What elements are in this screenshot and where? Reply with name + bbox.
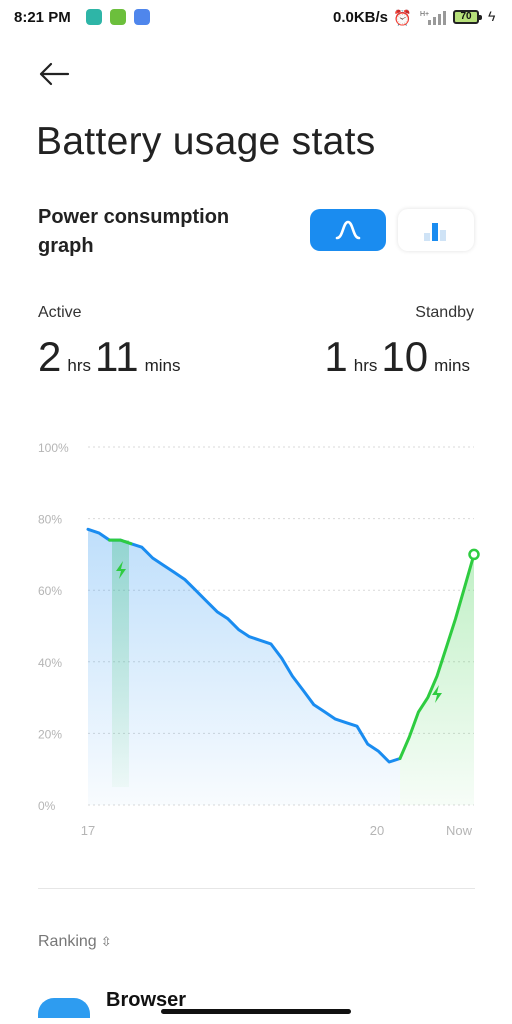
y-tick-label: 100% [38,441,69,455]
standby-duration: 1 hrs10 mins [324,333,474,381]
browser-app-icon[interactable] [38,998,90,1018]
battery-level: 70 [460,11,472,22]
active-hours-unit: hrs [67,356,91,375]
active-minutes: 11 [94,333,139,380]
y-tick-label: 40% [38,656,62,670]
standby-label: Standby [415,304,474,321]
network-speed: 0.0KB/s [333,9,389,26]
y-tick-label: 60% [38,584,62,598]
active-hours: 2 [38,333,62,380]
charging-status-icon: ϟ [488,8,496,24]
ranking-sort-button[interactable]: Ranking ⇳ [38,933,112,951]
discharge-area [88,529,400,805]
charge-line-segment [108,538,133,546]
standby-hours-unit: hrs [353,356,378,375]
active-duration: 2 hrs11 mins [38,333,185,381]
alarm-icon: ⏰ [393,10,412,27]
page-title: Battery usage stats [36,120,376,163]
download-icon [110,9,126,25]
current-level-marker [468,548,480,561]
discharge-line [86,527,402,764]
sort-chevron-icon: ⇳ [100,934,112,949]
standby-hours: 1 [324,333,348,380]
power-consumption-chart: 100% 80% 60% 40% 20% 0% 17 20 Now [38,441,480,838]
active-label: Active [38,304,82,321]
x-tick-label: 20 [370,823,384,838]
ranking-label: Ranking [38,933,97,950]
standby-minutes-unit: mins [434,356,470,375]
back-arrow-icon[interactable] [38,60,70,88]
graph-section-label: Power consumption graph [38,206,230,257]
standby-minutes: 10 [381,333,429,380]
home-indicator[interactable] [161,1009,351,1014]
translate-icon [134,9,150,25]
section-divider [38,888,475,889]
y-tick-label: 80% [38,513,62,527]
bar-graph-icon [424,223,446,241]
status-bar: 8:21 PM 0.0KB/s ⏰ H+ 70 ϟ [0,0,512,36]
app-name[interactable]: Browser [106,989,187,1011]
curve-view-toggle[interactable] [310,209,386,251]
status-time: 8:21 PM [14,9,71,26]
x-tick-label: 17 [81,823,95,838]
active-minutes-unit: mins [144,356,181,375]
y-tick-label: 20% [38,727,62,741]
charging-bolt-icon [432,685,442,703]
signal-icon: H+ [420,11,446,25]
curve-graph-icon [335,220,361,240]
y-tick-label: 0% [38,799,56,813]
bar-view-toggle[interactable] [398,209,474,251]
charge-line [398,552,476,760]
battery-icon: 70 [453,10,482,24]
svg-text:H+: H+ [420,11,429,18]
charging-bolt-icon [116,561,126,579]
x-tick-label: Now [446,823,473,838]
status-app-icon [86,9,102,25]
